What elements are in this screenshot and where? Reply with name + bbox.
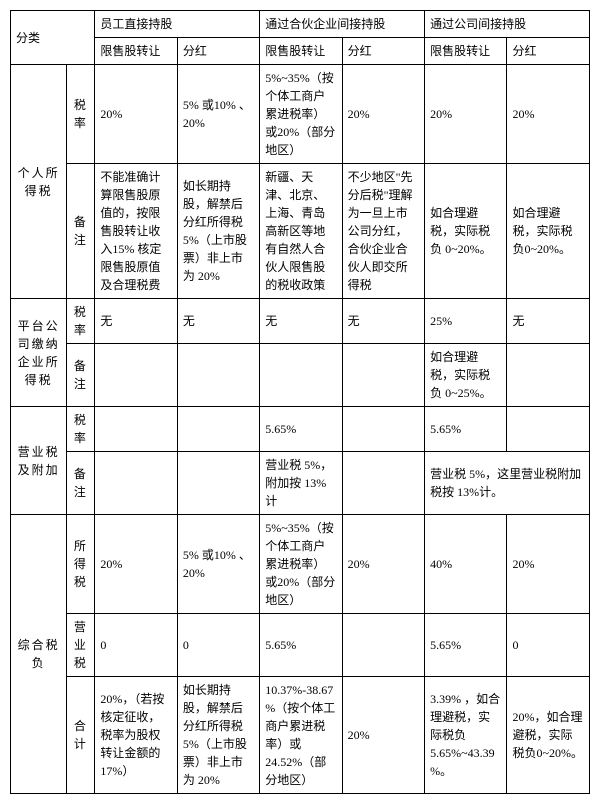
note-label: 备注: [67, 452, 95, 515]
rate-label: 税率: [67, 65, 95, 164]
biz-tax-label: 营业税及附加: [11, 407, 67, 515]
cell: 如长期持股，解禁后分红所得税 5%（上市股票）非上市为 20%: [177, 164, 259, 299]
cell: [342, 407, 424, 452]
note-label: 备注: [67, 344, 95, 407]
header-category: 分类: [11, 11, 95, 65]
sum-label: 合计: [67, 677, 95, 794]
cell: [177, 452, 259, 515]
header-group-2: 通过合伙企业间接持股: [260, 11, 425, 38]
cell: 营业税 5%，附加按 13%计: [260, 452, 342, 515]
header-group-3: 通过公司间接持股: [425, 11, 590, 38]
biz-note-row: 备注 营业税 5%，附加按 13%计 营业税 5%，这里营业税附加税按 13%计…: [11, 452, 590, 515]
sub-a-2: 限售股转让: [260, 38, 342, 65]
total-sum-row: 合计 20%，（若按核定征收，税率为股权转让金额的17%） 如长期持股，解禁后分…: [11, 677, 590, 794]
sub-b-3: 分红: [507, 38, 590, 65]
cell: [507, 407, 590, 452]
sub-a-1: 限售股转让: [95, 38, 177, 65]
cell: [177, 407, 259, 452]
cell: 5.65%: [260, 614, 342, 677]
cell: 如合理避税，实际税负 0~20%。: [425, 164, 507, 299]
cell: 20%: [95, 515, 177, 614]
cell: 不能准确计算限售股原值的，按限售股转让收入15% 核定限售股原值及合理税费: [95, 164, 177, 299]
cell: 20%，如合理避税，实际税负0~20%。: [507, 677, 590, 794]
cell: [260, 344, 342, 407]
income-tax-label: 个人所得税: [11, 65, 67, 299]
income-label: 所得税: [67, 515, 95, 614]
cell: 不少地区"先分后税"理解为一旦上市公司分红，合伙企业合伙人即交所得税: [342, 164, 424, 299]
sub-b-2: 分红: [342, 38, 424, 65]
cell: 5% 或10% 、20%: [177, 515, 259, 614]
cell: [95, 344, 177, 407]
header-group-1: 员工直接持股: [95, 11, 260, 38]
cell: [95, 452, 177, 515]
cell: 0: [95, 614, 177, 677]
biz-label: 营业税: [67, 614, 95, 677]
cell: 如合理避税，实际税负0~20%。: [507, 164, 590, 299]
cell: 5% 或10% 、20%: [177, 65, 259, 164]
cell: [342, 614, 424, 677]
income-note-row: 备注 不能准确计算限售股原值的，按限售股转让收入15% 核定限售股原值及合理税费…: [11, 164, 590, 299]
cell: 10.37%-38.67%（按个体工商户累进税率）或24.52%（部分地区）: [260, 677, 342, 794]
rate-label: 税率: [67, 407, 95, 452]
cell: 无: [260, 299, 342, 344]
note-label: 备注: [67, 164, 95, 299]
cell: 无: [95, 299, 177, 344]
cell: 20%: [425, 65, 507, 164]
cell: [507, 344, 590, 407]
cell: 5.65%: [425, 407, 507, 452]
cell: 营业税 5%，这里营业税附加税按 13%计。: [425, 452, 590, 515]
cell: 5.65%: [425, 614, 507, 677]
cell: 新疆、天津、北京、上海、青岛高新区等地有自然人合伙人限售股的税收政策: [260, 164, 342, 299]
total-biz-row: 营业税 0 0 5.65% 5.65% 0: [11, 614, 590, 677]
cell: 0: [177, 614, 259, 677]
cell: 40%: [425, 515, 507, 614]
total-income-row: 综合税负 所得税 20% 5% 或10% 、20% 5%~35%（按个体工商户累…: [11, 515, 590, 614]
cell: [342, 344, 424, 407]
biz-rate-row: 营业税及附加 税率 5.65% 5.65%: [11, 407, 590, 452]
cell: 25%: [425, 299, 507, 344]
income-rate-row: 个人所得税 税率 20% 5% 或10% 、20% 5%~35%（按个体工商户累…: [11, 65, 590, 164]
cell: 如长期持股，解禁后分红所得税 5%（上市股票）非上市为 20%: [177, 677, 259, 794]
corp-rate-row: 平台公司缴纳企业所得税 税率 无 无 无 无 25% 无: [11, 299, 590, 344]
total-label: 综合税负: [11, 515, 67, 794]
cell: 0: [507, 614, 590, 677]
header-row-2: 限售股转让 分红 限售股转让 分红 限售股转让 分红: [11, 38, 590, 65]
cell: 5%~35%（按个体工商户累进税率）或20%（部分地区）: [260, 65, 342, 164]
header-row-1: 分类 员工直接持股 通过合伙企业间接持股 通过公司间接持股: [11, 11, 590, 38]
cell: 20%: [342, 677, 424, 794]
cell: 5%~35%（按个体工商户累进税率）或20%（部分地区）: [260, 515, 342, 614]
sub-a-3: 限售股转让: [425, 38, 507, 65]
corp-tax-label: 平台公司缴纳企业所得税: [11, 299, 67, 407]
cell: [177, 344, 259, 407]
cell: [342, 452, 424, 515]
cell: 无: [342, 299, 424, 344]
cell: 5.65%: [260, 407, 342, 452]
cell: 20%，（若按核定征收，税率为股权转让金额的17%）: [95, 677, 177, 794]
tax-table: 分类 员工直接持股 通过合伙企业间接持股 通过公司间接持股 限售股转让 分红 限…: [10, 10, 590, 794]
cell: [95, 407, 177, 452]
cell: 3.39% ，如合理避税，实际税负5.65%~43.39%。: [425, 677, 507, 794]
cell: 无: [507, 299, 590, 344]
cell: 20%: [95, 65, 177, 164]
cell: 无: [177, 299, 259, 344]
cell: 20%: [507, 65, 590, 164]
sub-b-1: 分红: [177, 38, 259, 65]
corp-note-row: 备注 如合理避税，实际税负 0~25%。: [11, 344, 590, 407]
cell: 如合理避税，实际税负 0~25%。: [425, 344, 507, 407]
cell: 20%: [342, 65, 424, 164]
cell: 20%: [507, 515, 590, 614]
cell: 20%: [342, 515, 424, 614]
rate-label: 税率: [67, 299, 95, 344]
